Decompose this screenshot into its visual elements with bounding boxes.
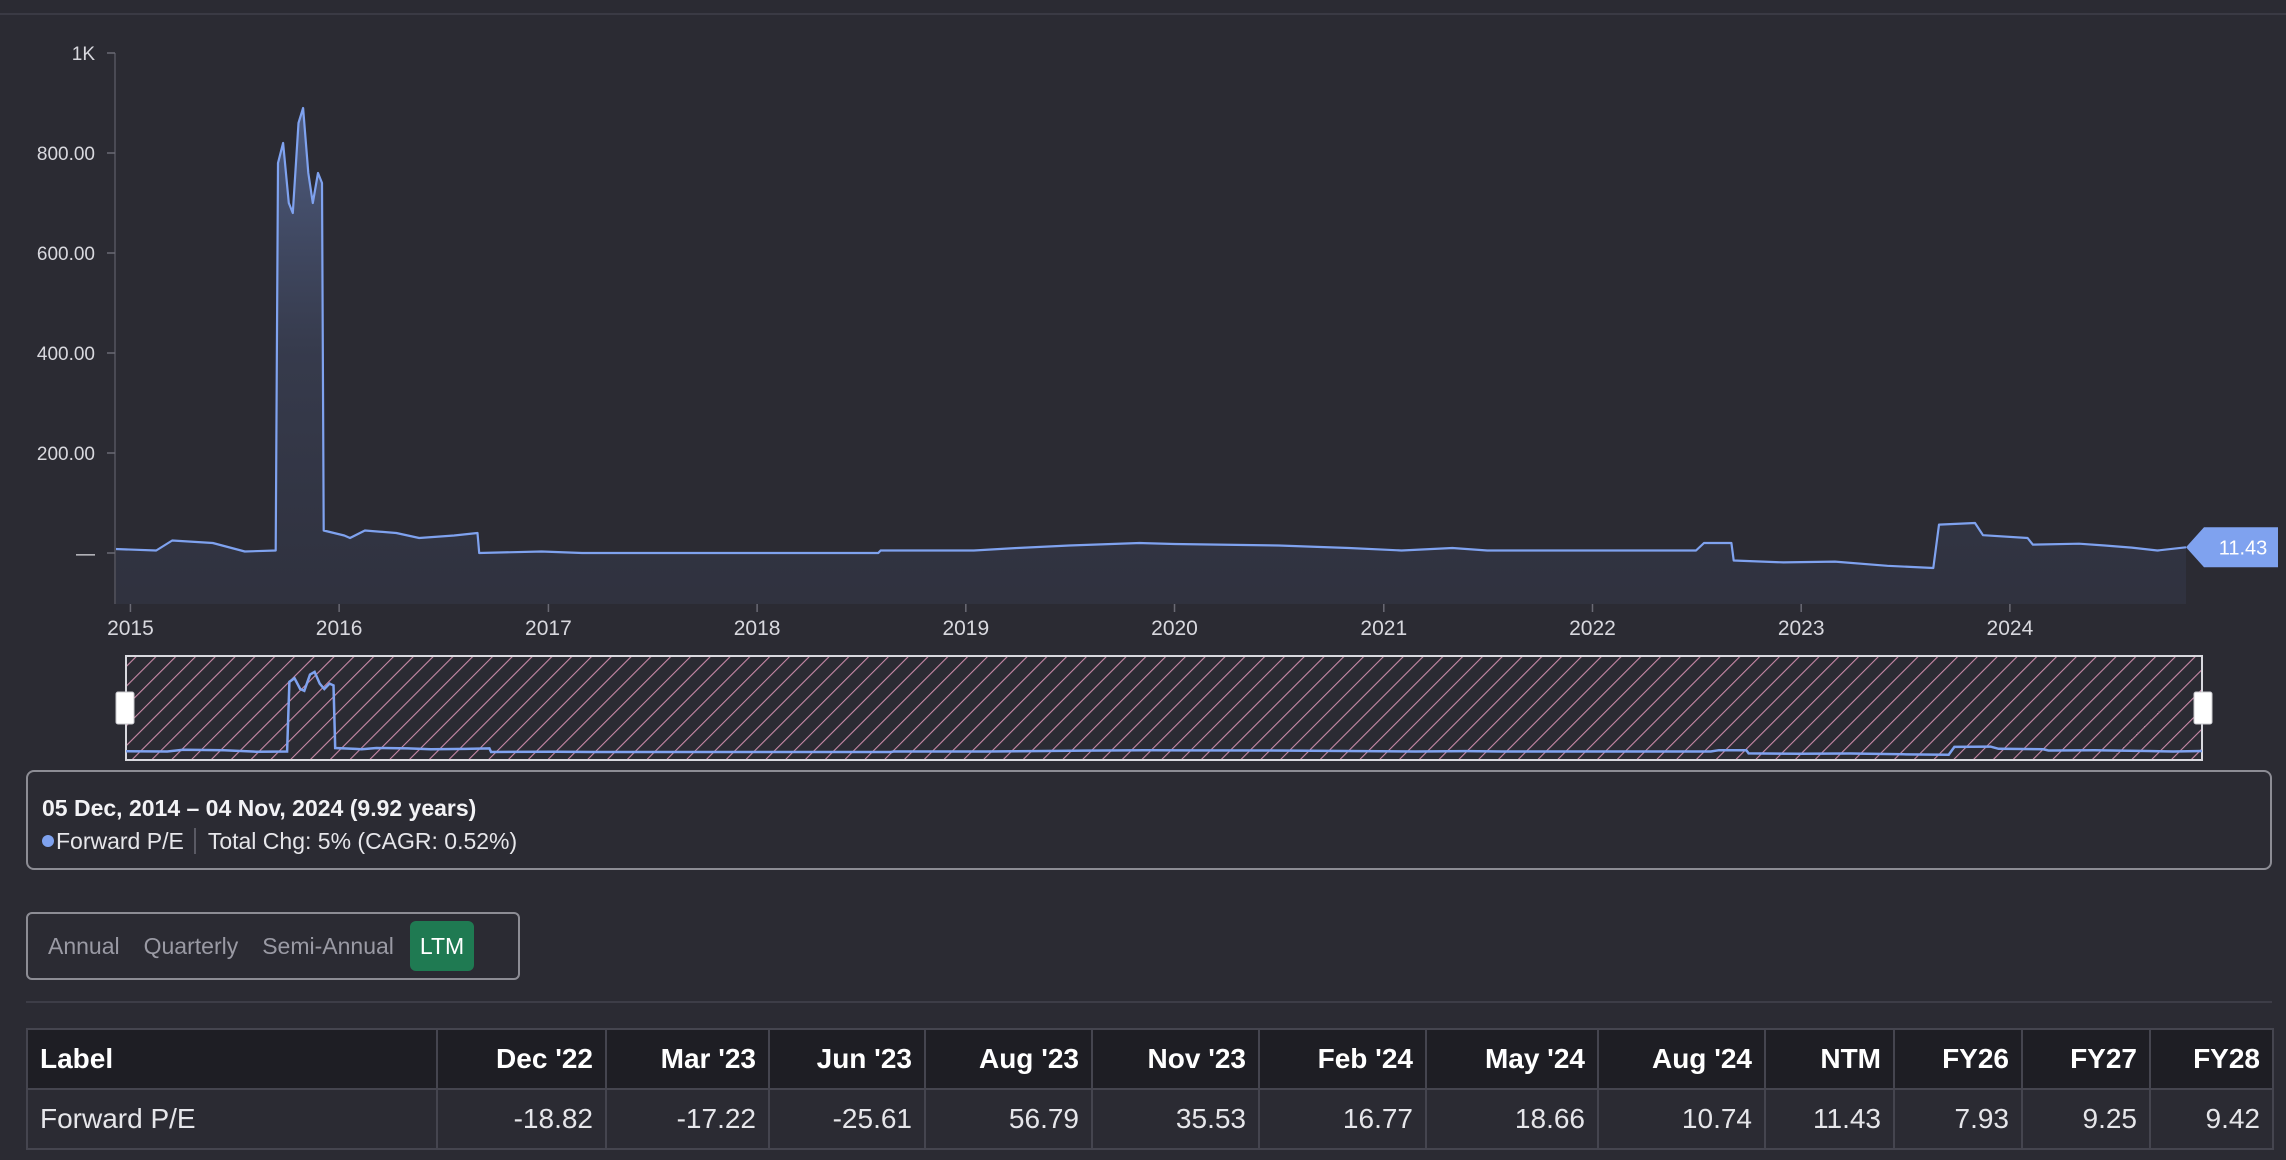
table-header: Nov '23	[1091, 1028, 1260, 1090]
table-header: FY28	[2149, 1028, 2274, 1090]
table-header: Aug '24	[1597, 1028, 1766, 1090]
range-summary-panel: 05 Dec, 2014 – 04 Nov, 2024 (9.92 years)…	[26, 770, 2272, 870]
x-tick-label: 2018	[734, 617, 781, 640]
main-plot-area	[114, 106, 2187, 604]
navigator-selection[interactable]	[125, 655, 2203, 761]
table-row: Forward P/E -18.82 -17.22 -25.61 56.79 3…	[26, 1088, 2274, 1150]
series-area	[115, 108, 2186, 604]
last-value-badge: 11.43	[2186, 527, 2278, 568]
table-cell: 9.42	[2149, 1088, 2274, 1150]
table-header: May '24	[1425, 1028, 1599, 1090]
table-cell: -25.61	[768, 1088, 926, 1150]
table-header: NTM	[1764, 1028, 1895, 1090]
table-cell: 35.53	[1091, 1088, 1260, 1150]
range-navigator[interactable]	[115, 655, 2213, 761]
table-header: FY26	[1893, 1028, 2023, 1090]
top-divider	[0, 13, 2286, 15]
table-cell: 56.79	[924, 1088, 1093, 1150]
date-range-label: 05 Dec, 2014 – 04 Nov, 2024 (9.92 years)	[42, 795, 477, 821]
x-tick-label: 2023	[1778, 617, 1825, 640]
table-header: Feb '24	[1258, 1028, 1427, 1090]
x-axis: 2015 2016 2017 2018 2019 2020 2021 2022 2023 2024	[107, 604, 2034, 640]
x-tick-label: 2021	[1360, 617, 1407, 640]
x-tick-label: 2015	[107, 617, 154, 640]
tab-quarterly[interactable]: Quarterly	[143, 933, 239, 959]
table-cell: -17.22	[605, 1088, 770, 1150]
x-tick-label: 2016	[316, 617, 363, 640]
x-tick-label: 2024	[1987, 617, 2034, 640]
navigator-left-handle[interactable]	[115, 691, 135, 725]
table-header: Aug '23	[924, 1028, 1093, 1090]
summary-separator	[193, 828, 196, 854]
x-tick-label: 2019	[942, 617, 989, 640]
series-color-dot-icon	[42, 835, 54, 847]
table-cell: 11.43	[1764, 1088, 1895, 1150]
last-value-label: 11.43	[2219, 537, 2268, 559]
table-cell: 16.77	[1258, 1088, 1427, 1150]
tab-semi-annual[interactable]: Semi-Annual	[262, 933, 394, 959]
table-header: Dec '22	[436, 1028, 607, 1090]
series-line	[114, 106, 2187, 570]
y-tick-label: 800.00	[37, 144, 95, 165]
tab-ltm[interactable]: LTM	[409, 921, 475, 971]
y-tick-label: —	[76, 544, 95, 565]
table-header: Mar '23	[605, 1028, 770, 1090]
y-axis: 1K 800.00 600.00 400.00 200.00 —	[37, 44, 116, 604]
last-value-badge-shape	[2186, 527, 2278, 568]
navigator-series-line	[125, 670, 2203, 756]
table-header: FY27	[2021, 1028, 2151, 1090]
table-cell: -18.82	[436, 1088, 607, 1150]
y-tick-label: 400.00	[37, 344, 95, 365]
total-change-text: Total Chg: 5% (CAGR: 0.52%)	[207, 828, 518, 854]
navigator-right-handle[interactable]	[2193, 691, 2213, 725]
table-cell: 7.93	[1893, 1088, 2023, 1150]
table-cell: 10.74	[1597, 1088, 1766, 1150]
tab-annual[interactable]: Annual	[48, 933, 120, 959]
y-tick-label: 1K	[72, 44, 96, 65]
section-divider	[26, 1001, 2272, 1003]
x-tick-label: 2017	[525, 617, 572, 640]
forward-pe-chart[interactable]: 1K 800.00 600.00 400.00 200.00 — 2015 2016 2017…	[0, 0, 2286, 770]
y-tick-label: 200.00	[37, 444, 95, 465]
table-cell: 18.66	[1425, 1088, 1599, 1150]
table-header: Label	[26, 1028, 438, 1090]
x-tick-label: 2022	[1569, 617, 1616, 640]
table-cell: 9.25	[2021, 1088, 2151, 1150]
table-header-row: Label Dec '22 Mar '23 Jun '23 Aug '23 No…	[26, 1028, 2274, 1090]
table-header: Jun '23	[768, 1028, 926, 1090]
x-tick-label: 2020	[1151, 617, 1198, 640]
series-name: Forward P/E	[56, 828, 184, 854]
table-cell: Forward P/E	[26, 1088, 438, 1150]
period-tabs: Annual Quarterly Semi-Annual LTM	[26, 912, 520, 980]
forward-pe-table: Label Dec '22 Mar '23 Jun '23 Aug '23 No…	[26, 1028, 2274, 1150]
y-tick-label: 600.00	[37, 244, 95, 265]
